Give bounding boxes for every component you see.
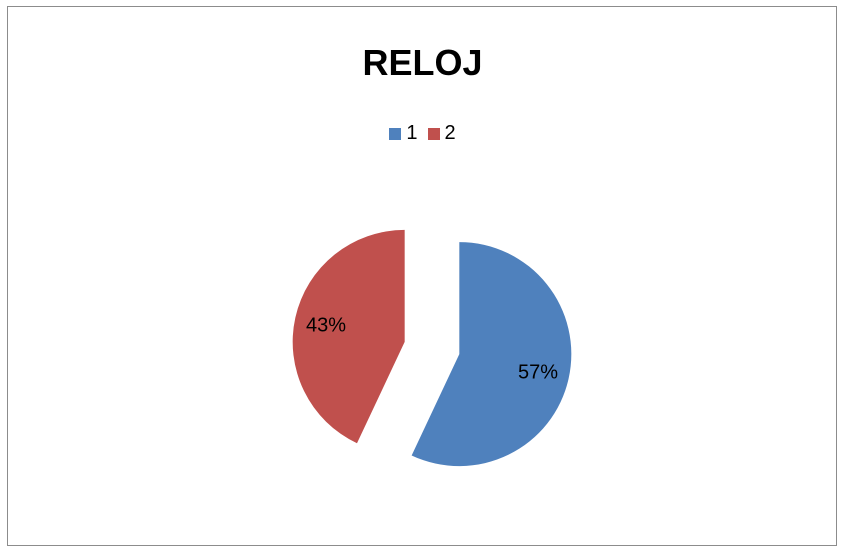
legend-label-1: 1 <box>406 122 418 144</box>
legend-swatch-2 <box>427 127 440 140</box>
pie-slice-2 <box>292 229 405 444</box>
legend-item-1: 1 <box>389 122 418 145</box>
legend-label-2: 2 <box>444 122 456 144</box>
chart-title: RELOJ <box>362 42 483 83</box>
data-label-2: 43% <box>306 314 346 336</box>
data-label-1: 57% <box>518 362 558 384</box>
legend-swatch-1 <box>389 127 402 140</box>
pie-slice-1 <box>411 242 572 467</box>
legend-item-2: 2 <box>427 122 456 145</box>
legend: 1 2 <box>0 122 845 145</box>
